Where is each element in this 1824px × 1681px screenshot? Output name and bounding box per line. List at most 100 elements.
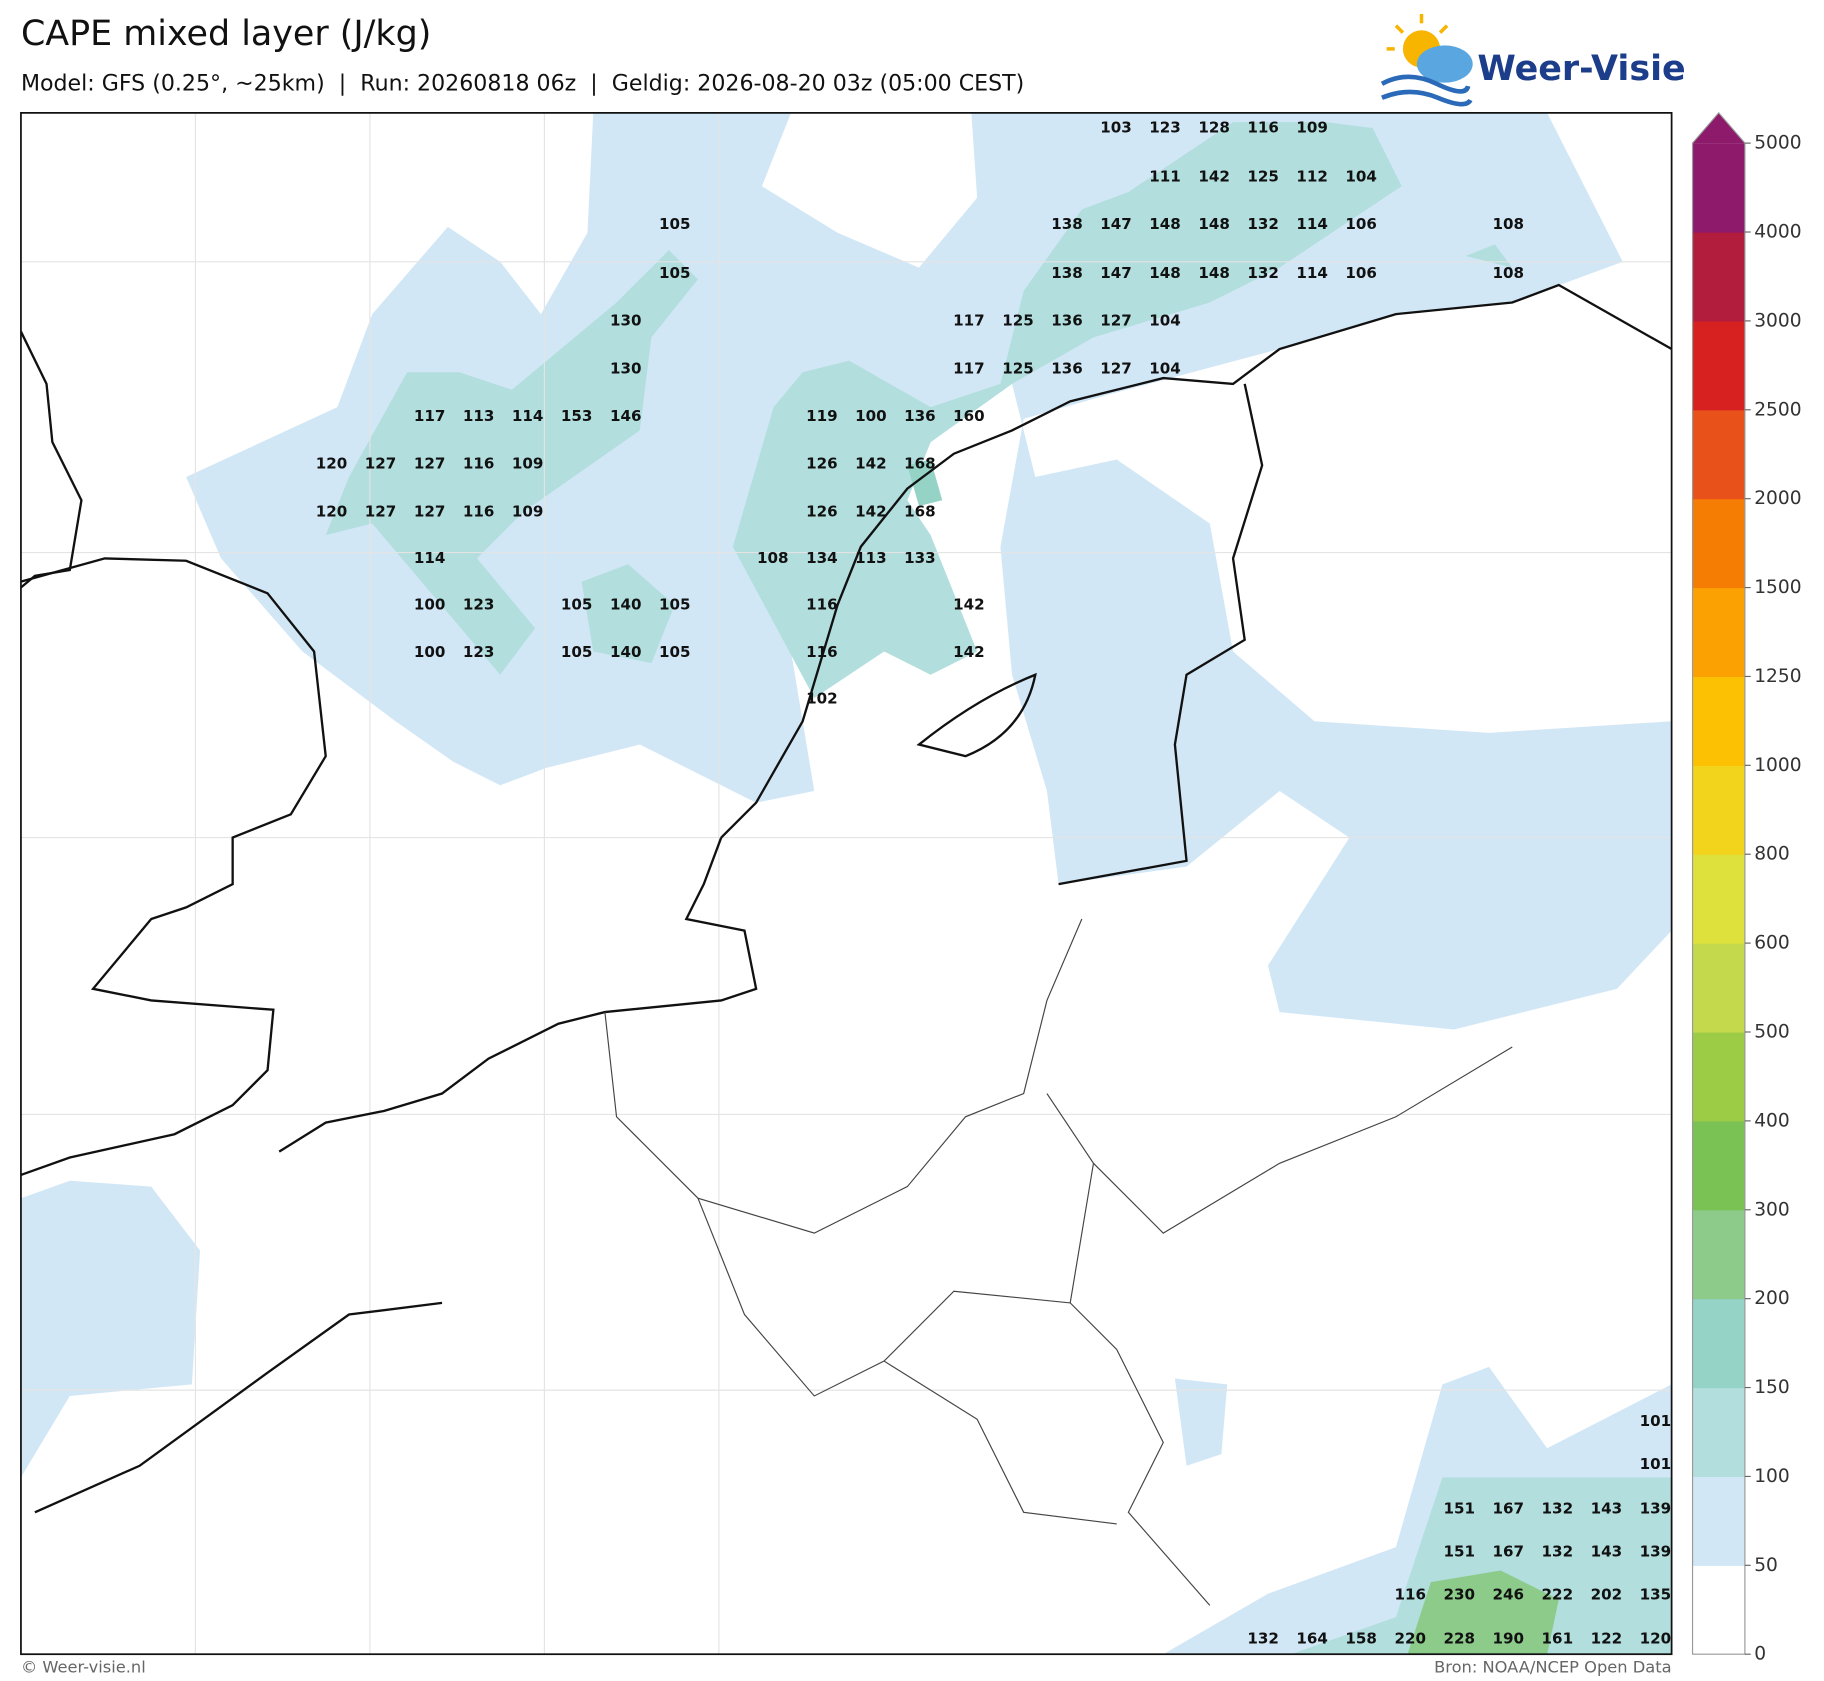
colorbar-segment bbox=[1692, 1120, 1745, 1211]
colorbar-tick-label: 0 bbox=[1754, 1644, 1766, 1665]
colorbar-tick-label: 800 bbox=[1754, 844, 1790, 865]
title: CAPE mixed layer (J/kg) bbox=[21, 14, 431, 54]
cape-label: 148 bbox=[1198, 215, 1230, 233]
cape-label: 134 bbox=[806, 549, 838, 567]
cape-label: 143 bbox=[1591, 1499, 1623, 1517]
cape-label: 128 bbox=[1198, 119, 1230, 137]
cape-label: 147 bbox=[1100, 264, 1132, 282]
cape-label: 230 bbox=[1443, 1585, 1475, 1603]
colorbar-segment bbox=[1692, 409, 1745, 500]
colorbar-segment bbox=[1692, 943, 1745, 1033]
cape-label: 100 bbox=[414, 595, 446, 613]
cape-label: 105 bbox=[561, 595, 593, 613]
cape-label: 142 bbox=[855, 455, 887, 473]
cape-label: 127 bbox=[1100, 312, 1132, 330]
colorbar-segment bbox=[1692, 1565, 1745, 1655]
cape-label: 123 bbox=[1149, 119, 1181, 137]
colorbar-tick-label: 200 bbox=[1754, 1288, 1790, 1309]
cape-label: 142 bbox=[855, 502, 887, 520]
subtitle: Model: GFS (0.25°, ~25km) | Run: 2026081… bbox=[21, 70, 1024, 96]
cape-label: 104 bbox=[1149, 359, 1181, 377]
cape-label: 109 bbox=[512, 502, 544, 520]
cape-label: 103 bbox=[1100, 119, 1132, 137]
logo: Weer-Visie bbox=[1380, 13, 1686, 107]
colorbar-tick-label: 50 bbox=[1754, 1555, 1778, 1576]
cape-label: 151 bbox=[1443, 1499, 1475, 1517]
borders bbox=[604, 918, 1513, 1606]
cape-label: 104 bbox=[1149, 312, 1181, 330]
colorbar-tick-label: 2000 bbox=[1754, 488, 1801, 509]
cape-label: 148 bbox=[1149, 215, 1181, 233]
cape-label: 104 bbox=[1345, 167, 1377, 185]
cape-label: 140 bbox=[610, 643, 642, 661]
cape-label: 132 bbox=[1247, 215, 1279, 233]
cape-label: 127 bbox=[365, 455, 397, 473]
colorbar-segment bbox=[1692, 765, 1745, 855]
logo-text: Weer-Visie bbox=[1477, 49, 1685, 89]
cape-label: 114 bbox=[512, 407, 544, 425]
colorbar-segment bbox=[1692, 1387, 1745, 1478]
colorbar-outline bbox=[1691, 111, 1746, 1655]
cape-label: 101 bbox=[1640, 1455, 1672, 1473]
cape-label: 106 bbox=[1345, 264, 1377, 282]
cape-label: 113 bbox=[855, 549, 887, 567]
cape-label: 114 bbox=[1296, 215, 1328, 233]
cape-label: 105 bbox=[561, 643, 593, 661]
cape-label: 116 bbox=[463, 502, 495, 520]
colorbar-tick-label: 1000 bbox=[1754, 755, 1801, 776]
cape-label: 139 bbox=[1640, 1499, 1672, 1517]
cape-label: 108 bbox=[1493, 215, 1525, 233]
colorbar-segment bbox=[1692, 1209, 1745, 1300]
colorbar-segment bbox=[1692, 1298, 1745, 1389]
cape-label: 147 bbox=[1100, 215, 1132, 233]
cape-label: 125 bbox=[1002, 359, 1034, 377]
colorbar-tick-label: 100 bbox=[1754, 1466, 1790, 1487]
cape-label: 114 bbox=[1296, 264, 1328, 282]
cape-label: 109 bbox=[1296, 119, 1328, 137]
cape-label: 117 bbox=[953, 359, 985, 377]
cape-label: 127 bbox=[1100, 359, 1132, 377]
colorbar-tick-label: 300 bbox=[1754, 1199, 1790, 1220]
colorbar-segment bbox=[1692, 320, 1745, 411]
cape-label: 160 bbox=[953, 407, 985, 425]
cape-label: 101 bbox=[1640, 1412, 1672, 1430]
cape-label: 136 bbox=[1051, 312, 1083, 330]
cape-label: 116 bbox=[806, 643, 838, 661]
cape-label: 122 bbox=[1591, 1630, 1623, 1648]
colorbar-segment bbox=[1692, 676, 1745, 766]
cape-label: 190 bbox=[1493, 1630, 1525, 1648]
colorbar-tick-label: 600 bbox=[1754, 933, 1790, 954]
cape-label: 116 bbox=[1394, 1585, 1426, 1603]
cape-label: 143 bbox=[1591, 1542, 1623, 1560]
cape-label: 130 bbox=[610, 312, 642, 330]
colorbar-segment bbox=[1692, 854, 1745, 944]
cape-label: 126 bbox=[806, 502, 838, 520]
cape-label: 125 bbox=[1247, 167, 1279, 185]
cape-label: 142 bbox=[953, 595, 985, 613]
cape-label: 146 bbox=[610, 407, 642, 425]
footer-right: Bron: NOAA/NCEP Open Data bbox=[1434, 1658, 1672, 1677]
cape-label: 158 bbox=[1345, 1630, 1377, 1648]
cape-label: 126 bbox=[806, 455, 838, 473]
cape-label: 138 bbox=[1051, 264, 1083, 282]
colorbar-tick-label: 1500 bbox=[1754, 577, 1801, 598]
cape-label: 102 bbox=[806, 690, 838, 708]
cape-label: 117 bbox=[414, 407, 446, 425]
cape-label: 119 bbox=[806, 407, 838, 425]
cape-label: 123 bbox=[463, 595, 495, 613]
cape-label: 167 bbox=[1493, 1499, 1525, 1517]
cape-label: 133 bbox=[904, 549, 936, 567]
cape-label: 151 bbox=[1443, 1542, 1475, 1560]
cape-label: 105 bbox=[659, 595, 691, 613]
cape-label: 120 bbox=[1640, 1630, 1672, 1648]
colorbar-tick-label: 150 bbox=[1754, 1377, 1790, 1398]
cape-label: 202 bbox=[1591, 1585, 1623, 1603]
cape-100-area bbox=[325, 122, 1672, 1655]
colorbar-tick-label: 2500 bbox=[1754, 399, 1801, 420]
cape-label: 164 bbox=[1296, 1630, 1328, 1648]
colorbar-segment bbox=[1692, 143, 1745, 233]
cape-label: 116 bbox=[806, 595, 838, 613]
cape-label: 106 bbox=[1345, 215, 1377, 233]
cape-label: 140 bbox=[610, 595, 642, 613]
